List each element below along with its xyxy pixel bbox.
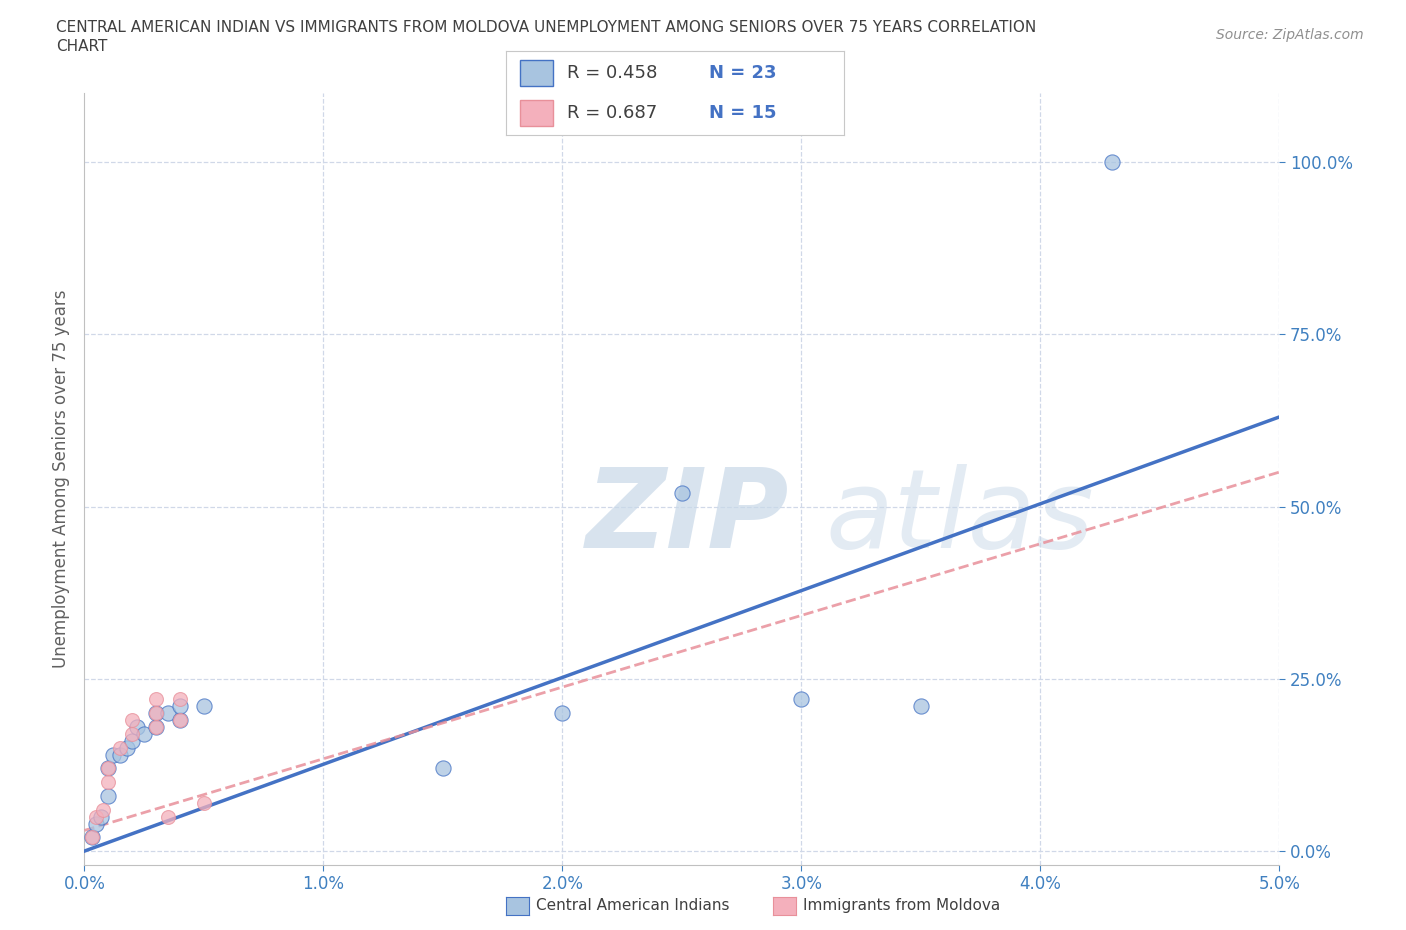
Point: [97, 761, 120, 776]
Point: [97, 761, 120, 776]
Text: N = 15: N = 15: [709, 104, 776, 122]
Point: [90, 809, 112, 824]
Text: N = 23: N = 23: [709, 64, 776, 82]
Point: [169, 692, 191, 707]
FancyBboxPatch shape: [520, 60, 554, 86]
Point: [432, 761, 454, 776]
Point: [169, 712, 191, 727]
Point: [193, 795, 215, 810]
Point: [121, 712, 143, 727]
FancyBboxPatch shape: [520, 100, 554, 126]
Text: R = 0.458: R = 0.458: [567, 64, 657, 82]
Point: [125, 720, 148, 735]
Point: [910, 699, 932, 714]
Point: [169, 712, 191, 727]
Point: [193, 699, 215, 714]
Point: [110, 747, 132, 762]
Point: [110, 740, 132, 755]
Point: [121, 726, 143, 741]
Point: [132, 726, 156, 741]
Point: [157, 706, 180, 721]
Point: [97, 775, 120, 790]
Point: [121, 734, 143, 749]
Point: [551, 706, 574, 721]
Point: [169, 699, 191, 714]
Point: [145, 692, 167, 707]
Point: [93, 803, 115, 817]
Point: [145, 706, 167, 721]
Y-axis label: Unemployment Among Seniors over 75 years: Unemployment Among Seniors over 75 years: [52, 290, 70, 668]
Point: [1101, 154, 1123, 169]
Point: [86, 809, 108, 824]
Point: [97, 789, 120, 804]
Point: [671, 485, 693, 500]
Point: [157, 809, 180, 824]
Point: [86, 817, 108, 831]
Point: [145, 720, 167, 735]
Text: Central American Indians: Central American Indians: [536, 898, 730, 913]
Text: ZIP: ZIP: [586, 464, 790, 571]
Text: R = 0.687: R = 0.687: [567, 104, 657, 122]
Point: [145, 706, 167, 721]
Point: [80, 830, 103, 844]
Text: atlas: atlas: [825, 464, 1094, 571]
Text: CENTRAL AMERICAN INDIAN VS IMMIGRANTS FROM MOLDOVA UNEMPLOYMENT AMONG SENIORS OV: CENTRAL AMERICAN INDIAN VS IMMIGRANTS FR…: [56, 20, 1036, 35]
Text: Source: ZipAtlas.com: Source: ZipAtlas.com: [1216, 28, 1364, 42]
Text: Immigrants from Moldova: Immigrants from Moldova: [803, 898, 1000, 913]
Point: [80, 830, 103, 844]
Point: [101, 747, 124, 762]
Point: [790, 692, 813, 707]
Point: [117, 740, 139, 755]
Text: CHART: CHART: [56, 39, 108, 54]
Point: [145, 720, 167, 735]
